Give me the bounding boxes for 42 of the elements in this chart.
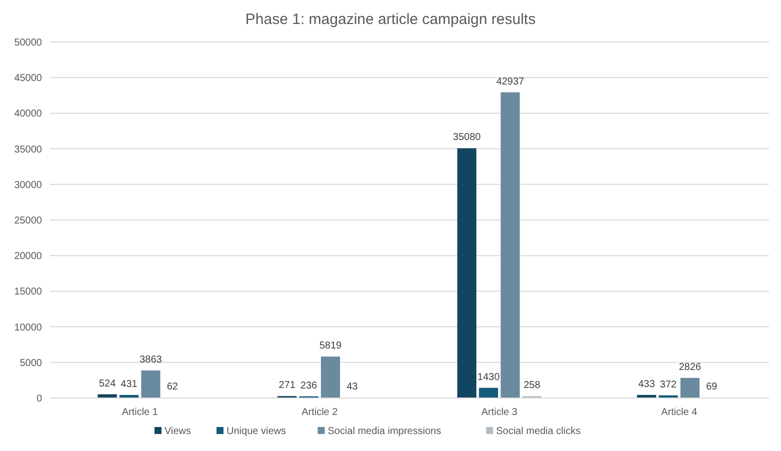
y-tick-label: 5000 <box>20 358 42 369</box>
data-label: 35080 <box>452 132 482 144</box>
bar <box>478 388 498 398</box>
legend-label: Unique views <box>226 426 286 437</box>
chart-title: Phase 1: magazine article campaign results <box>245 11 536 28</box>
y-tick-label: 30000 <box>14 180 42 191</box>
data-label: 43 <box>346 382 358 393</box>
data-label: 258 <box>524 380 541 392</box>
legend-label: Social media impressions <box>328 426 442 437</box>
legend-label: Social media clicks <box>496 426 581 437</box>
data-label: 236 <box>300 380 318 392</box>
data-label: 3863 <box>140 354 162 366</box>
data-label: 271 <box>278 380 296 392</box>
y-tick-label: 40000 <box>14 108 42 120</box>
y-tick-label: 10000 <box>14 322 42 334</box>
bar <box>457 148 476 398</box>
x-tick-label: Article 3 <box>481 407 518 418</box>
y-tick-label: 25000 <box>14 216 42 226</box>
data-label: 524 <box>98 378 116 390</box>
data-label: 433 <box>638 378 656 390</box>
data-label: 372 <box>660 379 678 390</box>
legend-label: Views <box>164 426 191 437</box>
y-tick-label: 20000 <box>14 251 42 262</box>
y-tick-label: 0 <box>36 394 42 404</box>
y-tick-label: 45000 <box>14 73 42 84</box>
data-label: 431 <box>120 378 138 390</box>
y-tick-label: 15000 <box>14 286 42 298</box>
bar <box>500 92 520 398</box>
x-tick-label: Article 1 <box>122 407 158 418</box>
bar <box>680 378 700 398</box>
data-label: 62 <box>166 382 178 393</box>
x-tick-label: Article 4 <box>661 407 698 418</box>
y-tick-label: 50000 <box>14 38 42 48</box>
x-tick-label: Article 2 <box>302 407 338 418</box>
data-label: 69 <box>706 382 718 393</box>
data-label: 1430 <box>477 372 500 383</box>
data-label: 42937 <box>496 76 525 88</box>
data-label: 2826 <box>678 362 702 373</box>
data-label: 5819 <box>319 340 342 352</box>
bar <box>141 370 160 398</box>
bar <box>320 356 340 398</box>
y-tick-label: 35000 <box>14 144 42 156</box>
